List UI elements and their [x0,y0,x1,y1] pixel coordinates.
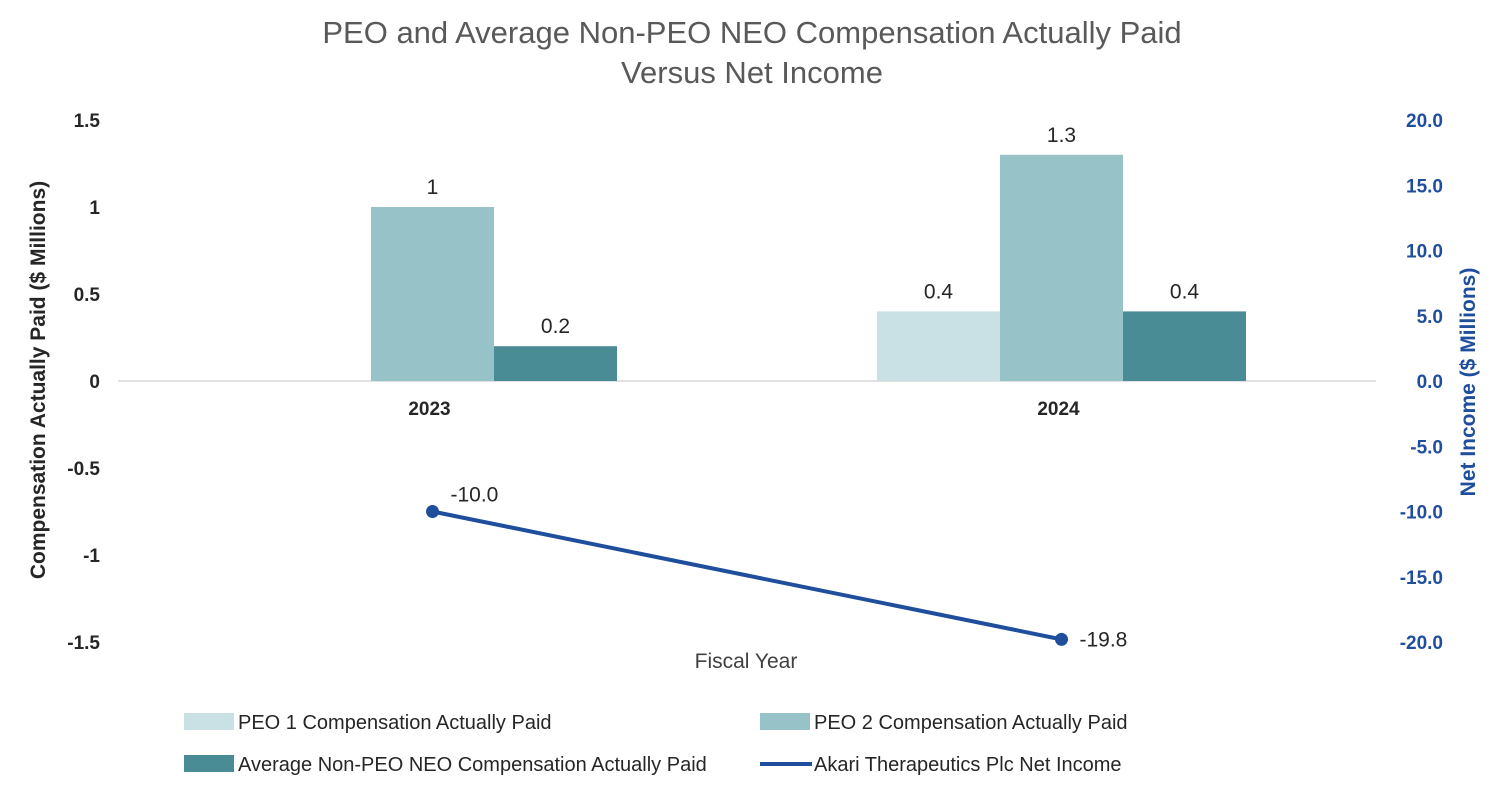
line-point [1055,632,1068,646]
x-axis-category-labels: 2023 2024 [408,399,1080,420]
y-tick-label: -1 [83,546,100,567]
y2-tick-label: -5.0 [1410,437,1443,458]
y-tick-label: 0 [89,372,100,393]
bar [1123,311,1246,381]
bar-data-label: 1 [427,176,439,199]
y2-tick-label: 10.0 [1406,242,1443,263]
line-data-label: -10.0 [451,484,499,507]
y-tick-label: 1.5 [74,111,101,132]
bar-data-label: 1.3 [1047,124,1076,147]
x-tick-label: 2024 [1037,399,1080,420]
bar [1000,154,1123,381]
bar [494,346,617,381]
legend-label: PEO 2 Compensation Actually Paid [814,712,1128,734]
legend: PEO 1 Compensation Actually Paid PEO 2 Co… [184,712,1128,776]
line-series-group: -10.0 -19.8 [426,484,1128,651]
x-axis-title: Fiscal Year [695,650,798,673]
y2-tick-label: 15.0 [1406,176,1443,197]
y-tick-label: 0.5 [74,285,101,306]
net-income-line [432,509,1062,642]
legend-label: Akari Therapeutics Plc Net Income [814,754,1122,776]
y-axis-ticks: 1.5 1 0.5 0 -0.5 -1 -1.5 [67,111,100,654]
legend-swatch [184,713,234,730]
y2-tick-label: -10.0 [1400,503,1443,524]
y2-axis-title: Net Income ($ Millions) [1457,268,1480,497]
y-tick-label: 1 [89,198,100,219]
chart-title-line-2: Versus Net Income [621,55,883,90]
bar [877,311,1000,381]
legend-label: Average Non-PEO NEO Compensation Actuall… [238,754,707,776]
line-point [426,505,439,518]
bar-data-label: 0.4 [924,280,954,303]
x-tick-label: 2023 [408,399,450,420]
y2-tick-label: 0.0 [1417,372,1443,393]
bar-data-label: 0.4 [1170,280,1200,303]
y2-axis-ticks: 20.0 15.0 10.0 5.0 0.0 -5.0 -10.0 -15.0 -20.0 [1400,111,1443,654]
legend-label: PEO 1 Compensation Actually Paid [238,712,552,734]
y-tick-label: -1.5 [67,633,100,654]
line-data-label: -19.8 [1080,628,1128,651]
legend-swatch [760,713,810,730]
legend-swatch [184,755,234,772]
y2-tick-label: 5.0 [1417,307,1443,328]
y2-tick-label: -15.0 [1400,568,1443,589]
y-axis-title: Compensation Actually Paid ($ Millions) [27,181,50,579]
bar-series-group: 1 0.2 0.4 1.3 0.4 [371,124,1246,381]
chart-title-line-1: PEO and Average Non-PEO NEO Compensation… [322,15,1181,50]
y2-tick-label: 20.0 [1406,111,1443,132]
bar-data-label: 0.2 [541,315,570,338]
bar [371,207,494,381]
y2-tick-label: -20.0 [1400,633,1443,654]
y-tick-label: -0.5 [67,459,100,480]
